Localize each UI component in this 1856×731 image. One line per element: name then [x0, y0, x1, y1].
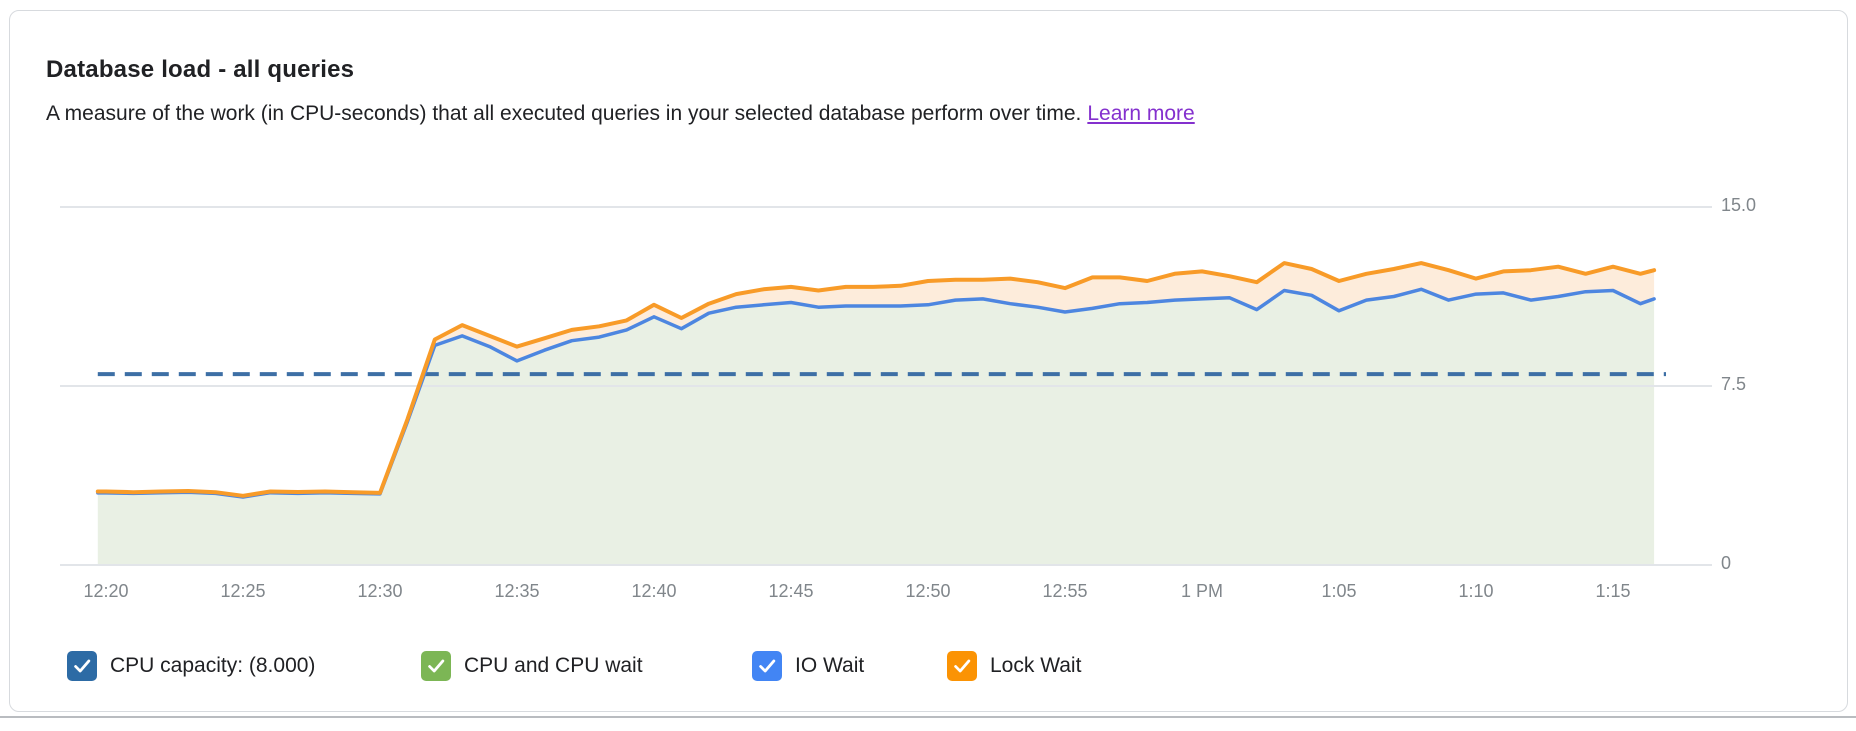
x-axis-tick-label: 1 PM	[1132, 581, 1272, 602]
legend-item-io-wait[interactable]: IO Wait	[752, 649, 864, 683]
cpu-and-cpu-wait-area	[98, 289, 1654, 565]
x-axis-tick-label: 12:30	[310, 581, 450, 602]
x-axis-tick-label: 12:55	[995, 581, 1135, 602]
legend-label-io-wait: IO Wait	[795, 654, 864, 678]
chart-plot-area[interactable]	[10, 11, 1856, 731]
x-axis-tick-label: 12:35	[447, 581, 587, 602]
x-axis-tick-label: 12:45	[721, 581, 861, 602]
x-axis-tick-label: 1:15	[1543, 581, 1683, 602]
x-axis-tick-label: 12:20	[36, 581, 176, 602]
x-axis-tick-label: 12:25	[173, 581, 313, 602]
x-axis-tick-label: 1:10	[1406, 581, 1546, 602]
x-axis-tick-label: 12:40	[584, 581, 724, 602]
x-axis-tick-label: 1:05	[1269, 581, 1409, 602]
legend-label-cpu-capacity: CPU capacity: (8.000)	[110, 654, 315, 678]
legend-label-lock-wait: Lock Wait	[990, 654, 1081, 678]
bottom-divider	[0, 716, 1856, 718]
checkbox-checked-icon[interactable]	[947, 651, 977, 681]
legend-item-cpu-capacity[interactable]: CPU capacity: (8.000)	[67, 649, 315, 683]
y-axis-tick-label: 0	[1721, 553, 1801, 574]
database-load-card: Database load - all queries A measure of…	[9, 10, 1848, 712]
checkbox-checked-icon[interactable]	[421, 651, 451, 681]
legend-item-cpu-and-cpu-wait[interactable]: CPU and CPU wait	[421, 649, 643, 683]
y-axis-tick-label: 15.0	[1721, 195, 1801, 216]
checkbox-checked-icon[interactable]	[67, 651, 97, 681]
x-axis-tick-label: 12:50	[858, 581, 998, 602]
legend-item-lock-wait[interactable]: Lock Wait	[947, 649, 1081, 683]
legend-label-cpu-and-cpu-wait: CPU and CPU wait	[464, 654, 643, 678]
y-axis-tick-label: 7.5	[1721, 374, 1801, 395]
checkbox-checked-icon[interactable]	[752, 651, 782, 681]
